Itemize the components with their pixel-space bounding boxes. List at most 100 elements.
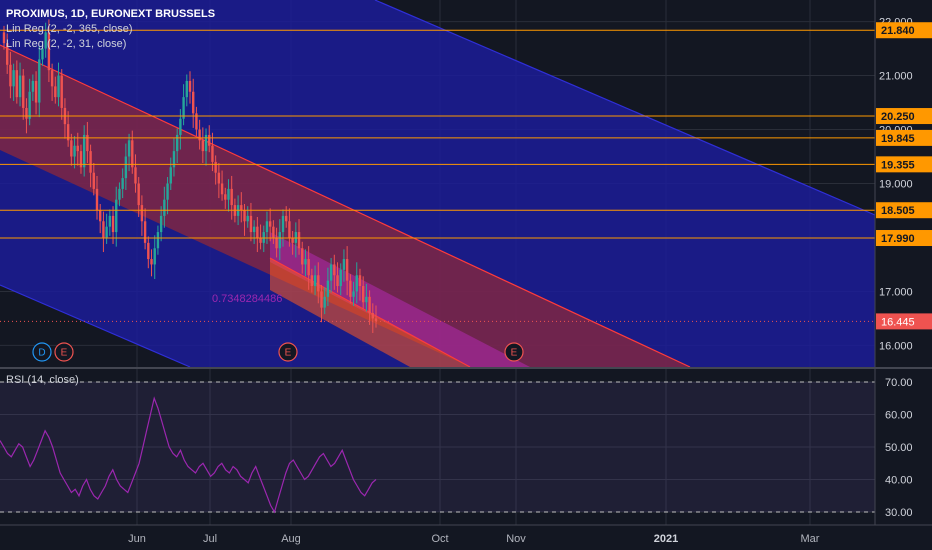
candle-body [198, 129, 201, 141]
candle-body [82, 134, 86, 168]
time-tick: Mar [801, 533, 820, 545]
time-tick: Jul [203, 533, 217, 545]
candle-body [249, 215, 253, 233]
candle-body [86, 134, 89, 152]
candle-body [163, 199, 166, 216]
candle-body [147, 242, 150, 260]
indicator-legend-2[interactable]: Lin Reg (2, -2, 31, close) [6, 38, 126, 51]
candle-body [336, 275, 339, 287]
candle-body [6, 43, 9, 65]
candle-body [195, 113, 198, 130]
candle-body [159, 215, 163, 233]
event-marker[interactable] [504, 342, 524, 362]
candle-body [102, 221, 105, 238]
candle-body [192, 91, 195, 114]
event-letter: E [285, 348, 292, 359]
candle-body [118, 188, 121, 200]
candle-body [182, 97, 185, 119]
candle-body [211, 145, 214, 162]
candle-body [18, 75, 22, 98]
indicator-label-2: Lin Reg (2, -2, 31, close) [6, 38, 127, 50]
candle-body [304, 259, 307, 265]
candles [2, 19, 378, 333]
time-tick: Nov [506, 533, 526, 545]
candle-body [252, 226, 256, 233]
candle-body [150, 259, 153, 265]
candle-body [111, 215, 115, 233]
candle-body [317, 275, 320, 292]
event-letter: D [38, 348, 45, 359]
level-label-bg [876, 22, 932, 39]
indicator-legend-1[interactable]: Lin Reg (2, -2, 365, close) [6, 23, 133, 36]
candle-body [361, 286, 365, 303]
candle-body [278, 232, 281, 249]
event-marker[interactable] [32, 342, 52, 362]
symbol-title: PROXIMUS, 1D, EURONEXT BRUSSELS [6, 8, 216, 20]
rsi-axis[interactable]: 70.00 60.00 50.00 40.00 30.00 [885, 377, 913, 519]
regression-channel-long-upper [374, 0, 876, 216]
candle-body [47, 32, 51, 71]
candle-body [166, 183, 169, 200]
candle-body [220, 183, 224, 195]
candle-body [172, 151, 176, 168]
candle-body [243, 210, 246, 222]
candle-body [259, 237, 262, 243]
rsi-tick: 40.00 [885, 475, 913, 487]
candle-body [204, 134, 208, 152]
level-label: 19.355 [881, 159, 915, 171]
level-label-bg [876, 129, 932, 146]
candle-body [240, 205, 243, 211]
level-label: 17.990 [881, 233, 915, 245]
regression-channel-mid-upper [0, 44, 691, 368]
candle-body [371, 313, 374, 319]
candle-body [115, 199, 118, 233]
time-axis[interactable]: Jun Jul Aug Oct Nov 2021 Mar [128, 533, 820, 545]
price-tick: 16.000 [879, 340, 913, 352]
rsi-line [0, 396, 377, 514]
event-marker[interactable] [54, 342, 74, 362]
candle-body [358, 275, 362, 287]
candle-body [175, 134, 179, 152]
candle-body [262, 232, 265, 243]
candle-body [307, 259, 310, 276]
candle-body [31, 80, 35, 92]
candle-body [281, 215, 285, 233]
candle-body [137, 183, 140, 206]
candle-body [79, 151, 83, 168]
candle-body [95, 188, 99, 211]
indicator-label-1: Lin Reg (2, -2, 365, close) [6, 23, 133, 35]
candle-body [365, 296, 368, 303]
last-price-value: 16.445 [881, 316, 915, 328]
level-label-bg [876, 202, 932, 219]
time-tick: 2021 [654, 533, 678, 545]
rsi-legend[interactable]: RSI (14, close) [6, 374, 79, 387]
candle-body [99, 210, 102, 222]
candle-body [288, 221, 291, 238]
candle-body [50, 70, 54, 87]
candle-body [34, 80, 38, 103]
candle-body [272, 226, 275, 238]
level-labels: 21.840 20.250 19.845 19.355 18.505 17.990 [876, 22, 932, 247]
candle-body [339, 269, 342, 287]
candle-body [352, 291, 355, 297]
regression-annotation: 0.7348284486 [212, 293, 282, 305]
candle-body [70, 140, 73, 157]
candle-body [285, 215, 288, 222]
candle-body [333, 264, 336, 276]
candle-body [127, 140, 131, 157]
candle-body [89, 151, 92, 173]
candle-body [297, 232, 301, 249]
symbol-legend[interactable]: PROXIMUS, 1D, EURONEXT BRUSSELS [6, 8, 215, 21]
candle-body [294, 232, 298, 243]
candle-body [217, 172, 221, 184]
candle-body [224, 194, 227, 200]
candle-body [12, 70, 15, 87]
candle-body [134, 167, 137, 184]
candle-body [66, 124, 70, 141]
candle-body [121, 178, 124, 189]
last-price-bg [876, 313, 932, 330]
event-marker[interactable] [278, 342, 298, 362]
